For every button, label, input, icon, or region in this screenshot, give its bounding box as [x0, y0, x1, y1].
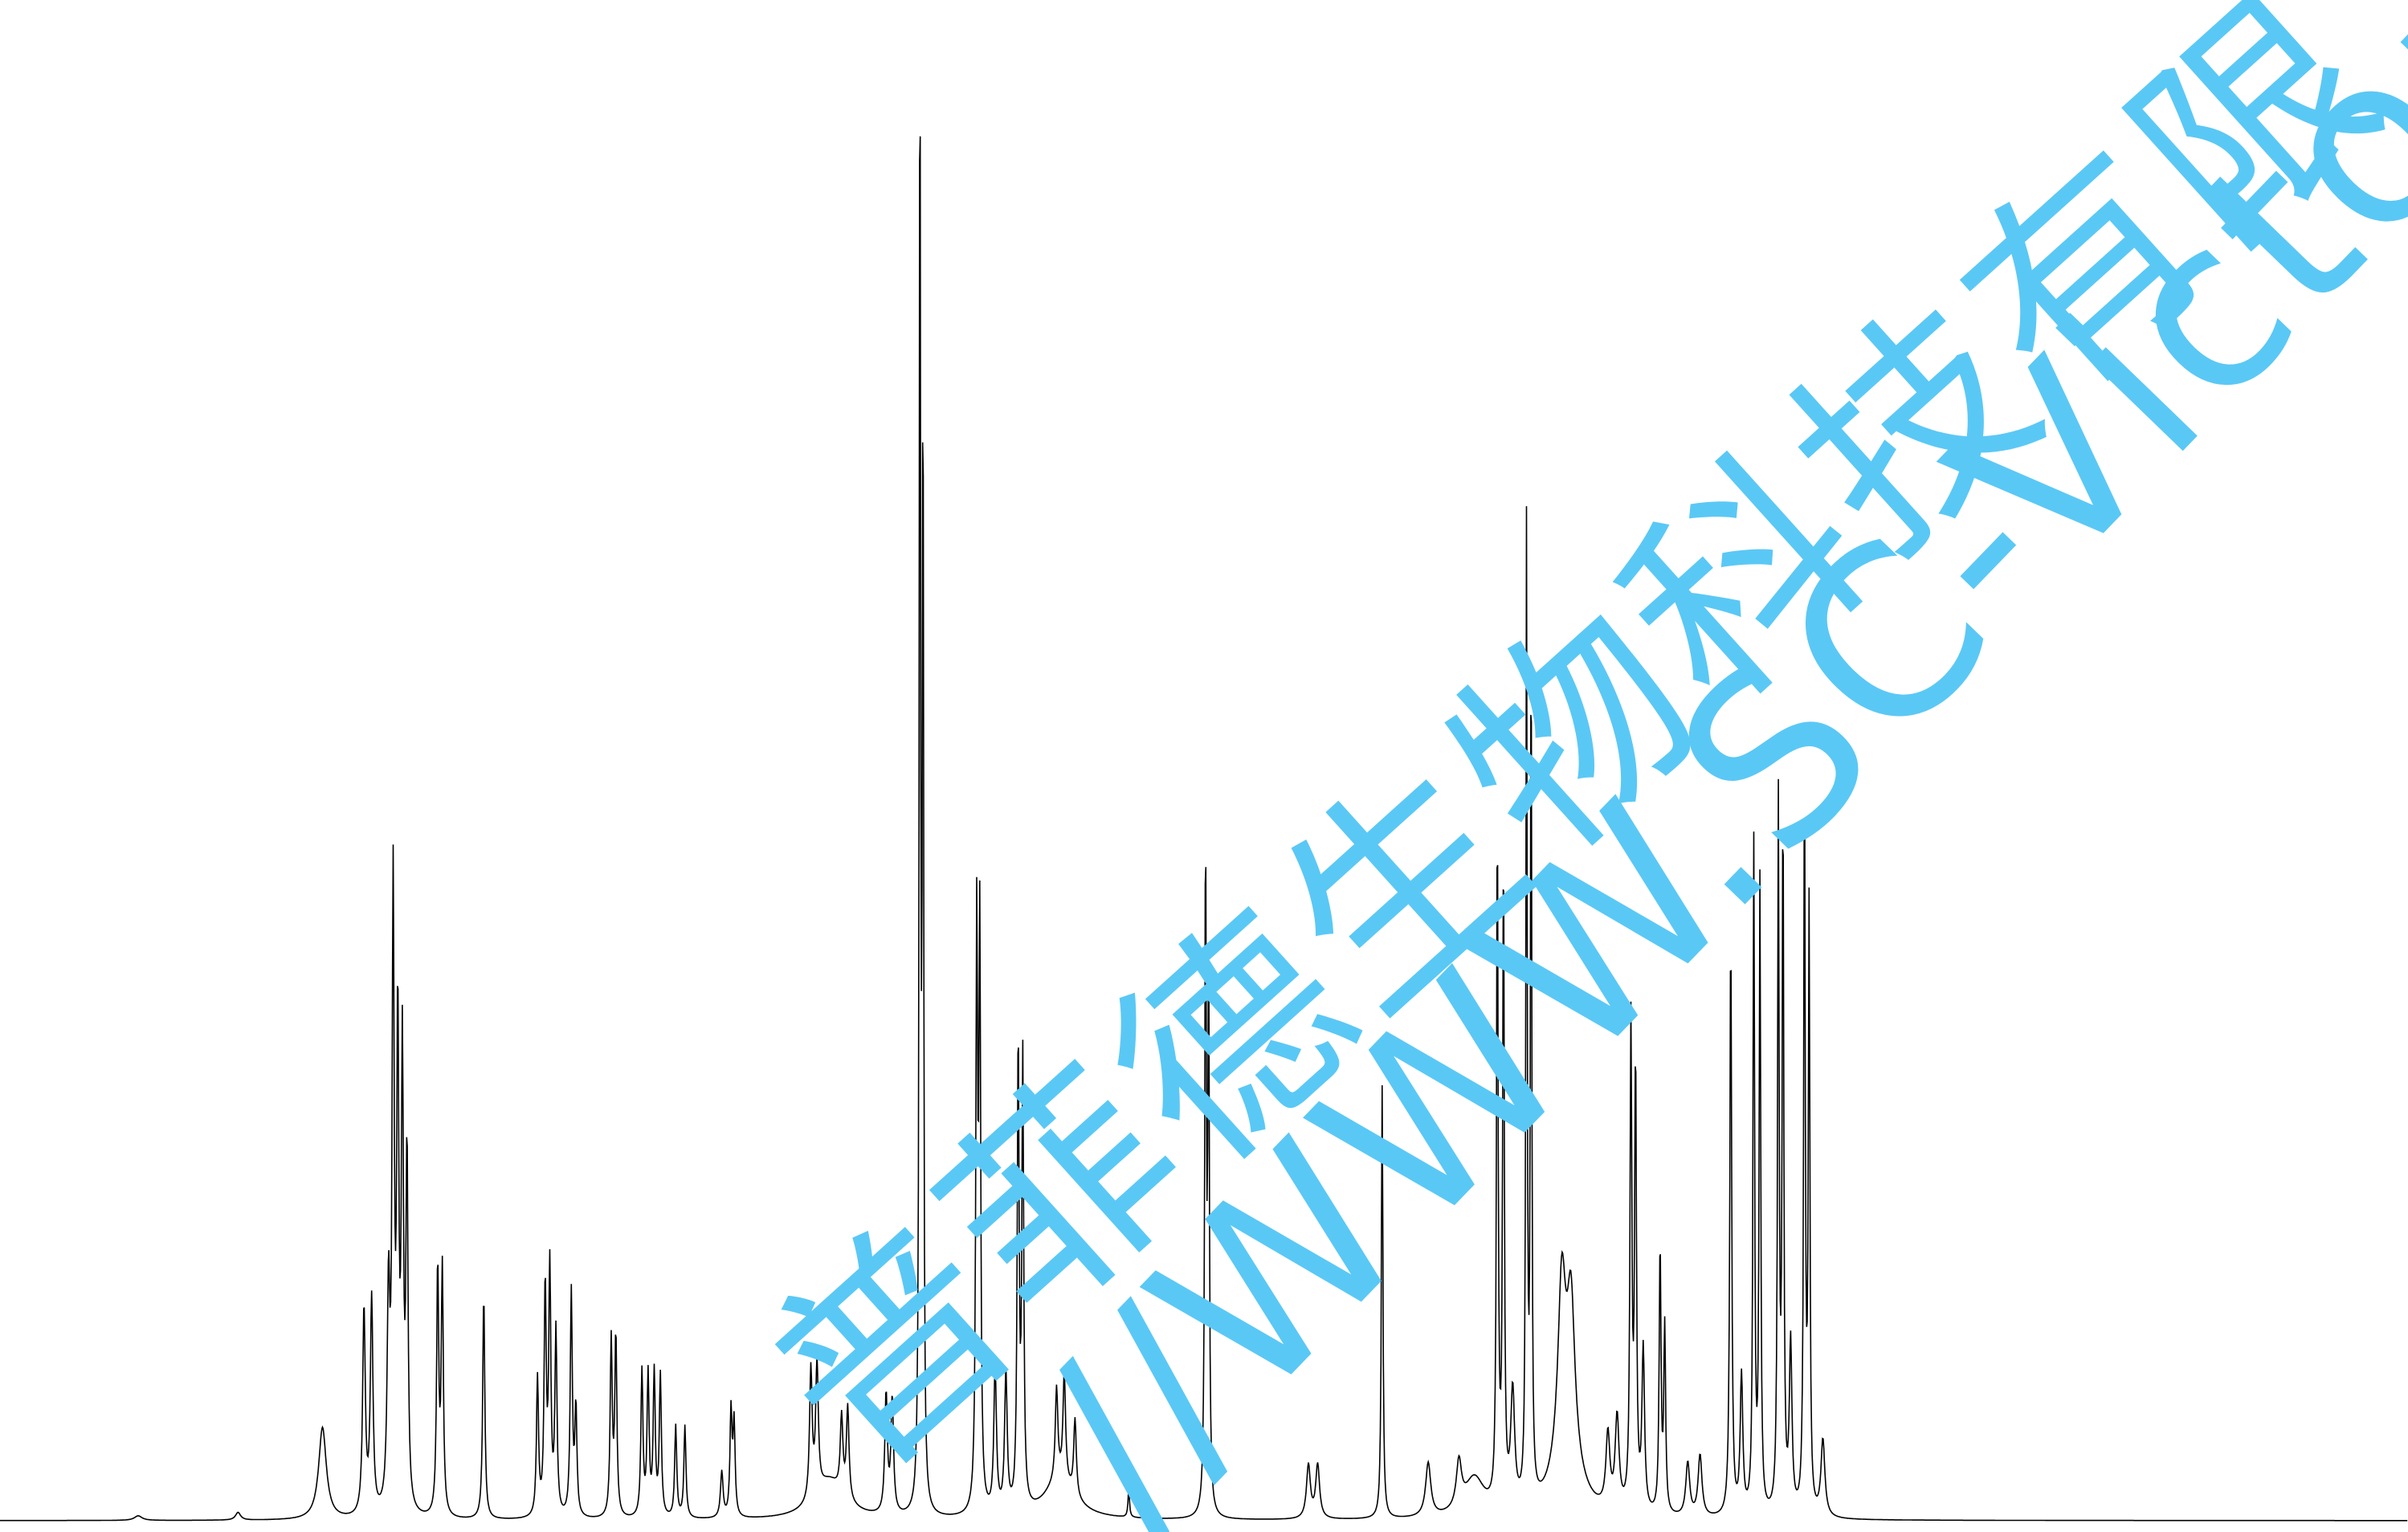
spectrum-trace — [0, 136, 2408, 1522]
